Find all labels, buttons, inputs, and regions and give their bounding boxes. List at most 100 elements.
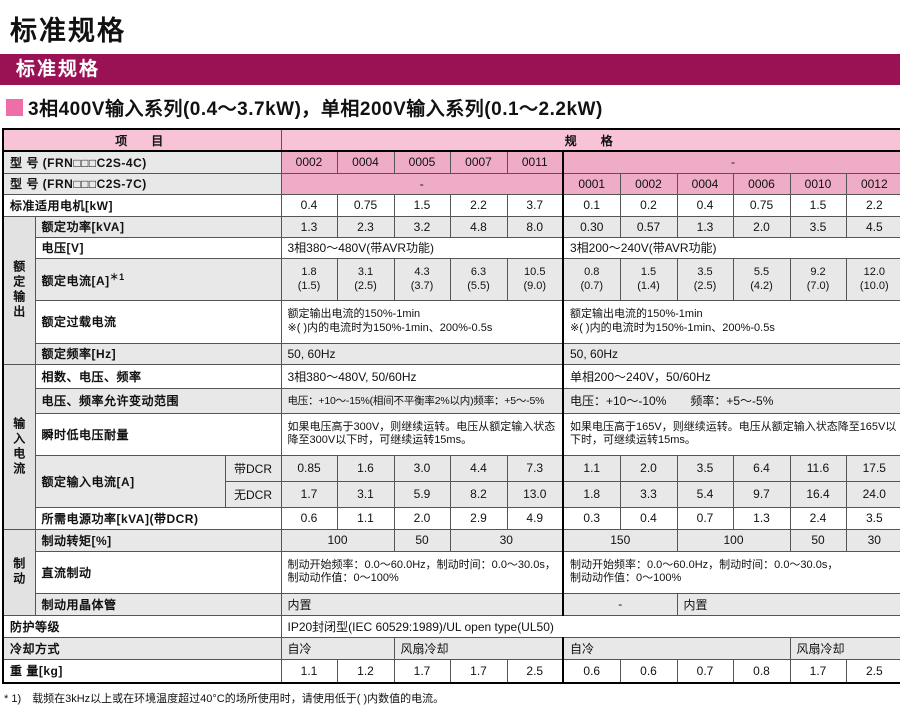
- input-current-value: 3.3: [619, 480, 678, 508]
- brake-torque-value: 30: [449, 528, 564, 552]
- undervoltage-left: 如果电压高于300V，则继续运转。电压从额定输入状态降至300V以下时，可继续运…: [280, 412, 564, 456]
- model-7c-label: 型 号 (FRN□□□C2S-7C): [2, 172, 282, 195]
- weight-value: 0.6: [562, 658, 621, 684]
- model-7c-value: 0010: [789, 172, 847, 195]
- input-current-value: 0.85: [280, 454, 338, 482]
- with-dcr-label: 带DCR: [224, 454, 282, 482]
- motor-value: 0.2: [619, 193, 678, 217]
- without-dcr-label: 无DCR: [224, 480, 282, 508]
- input-current-value: 8.2: [449, 480, 508, 508]
- power-supply-value: 0.3: [562, 506, 621, 530]
- group-label-rated-output: 额定输出: [2, 215, 36, 365]
- brake-transistor-right: 内置: [676, 592, 900, 616]
- brake-transistor-na: -: [562, 592, 678, 616]
- row-model-7c: 型 号 (FRN□□□C2S-7C) - 0001 0002 0004 0006…: [2, 172, 900, 195]
- brake-torque-value: 50: [393, 528, 451, 552]
- overload-right: 额定输出电流的150%-1min ※( )内的电流时为150%-1min、200%…: [561, 299, 900, 344]
- rated-power-value: 2.0: [732, 215, 791, 238]
- cooling-right-natural: 自冷: [562, 636, 791, 660]
- fluctuation-left: 电压：+10～-15%(相间不平衡率2%以内)频率：+5～-5%: [280, 387, 564, 414]
- row-weight: 重 量[kg] 1.1 1.2 1.7 1.7 2.5 0.6 0.6 0.7 …: [2, 658, 900, 684]
- weight-value: 1.7: [789, 658, 847, 684]
- col-header-spec: 规 格: [280, 128, 900, 152]
- motor-label: 标准适用电机[kW]: [2, 193, 282, 217]
- dc-brake-left: 制动开始频率：0.0～60.0Hz，制动时间：0.0～30.0s， 制动动作值：0…: [280, 550, 564, 594]
- row-overload: 额定过载电流 额定输出电流的150%-1min ※( )内的电流时为150%-1m…: [3, 299, 900, 344]
- row-brake-transistor: 制动用晶体管 内置 - 内置: [3, 592, 900, 616]
- row-rated-current: 额定电流[A]＊1 1.8 (1.5) 3.1 (2.5) 4.3 (3.7) 6.3…: [3, 257, 900, 301]
- power-supply-value: 4.9: [506, 506, 564, 530]
- input-current-value: 5.4: [676, 480, 734, 508]
- input-current-value: 17.5: [845, 454, 900, 482]
- rated-current-label: 额定电流[A]＊1: [34, 257, 282, 301]
- undervoltage-right: 如果电压高于165V，则继续运转。电压从额定输入状态降至165V以下时，可继续运…: [561, 412, 900, 456]
- motor-value: 2.2: [845, 193, 900, 217]
- input-current-value: 16.4: [789, 480, 847, 508]
- voltage-right: 3相200～240V(带AVR功能): [561, 236, 900, 259]
- row-input-current-dcr: 额定输入电流[A] 带DCR 0.85 1.6 3.0 4.4 7.3 1.1 …: [3, 454, 900, 508]
- brake-torque-value: 30: [845, 528, 900, 552]
- input-current-value: 1.8: [562, 480, 621, 508]
- footnote-marker: ＊1: [109, 271, 125, 282]
- input-current-value: 24.0: [845, 480, 900, 508]
- motor-value: 0.4: [280, 193, 338, 217]
- power-supply-value: 0.6: [280, 506, 338, 530]
- group-label-input: 输入电流: [2, 363, 36, 530]
- group-label-brake: 制动: [2, 528, 36, 616]
- input-current-value: 1.6: [336, 454, 395, 482]
- rated-current-cell: 9.2 (7.0): [789, 257, 847, 301]
- motor-value: 0.75: [732, 193, 791, 217]
- brake-torque-value: 100: [676, 528, 791, 552]
- rated-current-cell: 1.8 (1.5): [280, 257, 338, 301]
- row-protection: 防护等级 IP20封闭型(IEC 60529:1989)/UL open typ…: [2, 614, 900, 638]
- weight-value: 1.7: [393, 658, 451, 684]
- rated-current-cell: 1.5 (1.4): [619, 257, 678, 301]
- model-4c-value: 0004: [336, 150, 395, 174]
- rated-freq-label: 额定频率[Hz]: [34, 342, 282, 365]
- row-model-4c: 型 号 (FRN□□□C2S-4C) 0002 0004 0005 0007 0…: [2, 150, 900, 174]
- input-current-value: 1.7: [280, 480, 338, 508]
- phases-right: 单相200～240V，50/60Hz: [561, 363, 900, 389]
- input-current-value: 1.1: [562, 454, 621, 482]
- motor-value: 3.7: [506, 193, 564, 217]
- rated-power-value: 1.3: [676, 215, 734, 238]
- row-undervoltage: 瞬时低电压耐量 如果电压高于300V，则继续运转。电压从额定输入状态降至300V…: [3, 412, 900, 456]
- row-input-current-nodcr: 无DCR 1.7 3.1 5.9 8.2 13.0 1.8 3.3 5.4 9.…: [3, 480, 900, 508]
- input-current-value: 7.3: [506, 454, 564, 482]
- input-current-value: 4.4: [449, 454, 508, 482]
- brake-torque-value: 100: [280, 528, 395, 552]
- model-4c-value: 0005: [393, 150, 451, 174]
- series-heading: 3相400V输入系列(0.4～3.7kW)，单相200V输入系列(0.1～2.2…: [6, 94, 900, 121]
- cooling-label: 冷却方式: [2, 636, 282, 660]
- power-supply-value: 1.3: [732, 506, 791, 530]
- row-brake-torque: 制动 制动转矩[%] 100 50 30 150 100 50 30: [2, 528, 900, 616]
- input-current-value: 11.6: [789, 454, 847, 482]
- motor-value: 0.4: [676, 193, 734, 217]
- row-phases: 输入电流 相数、电压、频率 3相380～480V, 50/60Hz 单相200～…: [2, 363, 900, 530]
- cooling-left-natural: 自冷: [280, 636, 395, 660]
- power-supply-value: 2.9: [449, 506, 508, 530]
- motor-value: 1.5: [789, 193, 847, 217]
- rated-power-label: 额定功率[kVA]: [34, 215, 282, 238]
- input-current-value: 13.0: [506, 480, 564, 508]
- row-motor: 标准适用电机[kW] 0.4 0.75 1.5 2.2 3.7 0.1 0.2 …: [2, 193, 900, 217]
- rated-current-cell: 0.8 (0.7): [562, 257, 621, 301]
- brake-torque-value: 150: [562, 528, 678, 552]
- series-heading-text: 3相400V输入系列(0.4～3.7kW)，单相200V输入系列(0.1～2.2…: [28, 99, 603, 120]
- model-7c-value: 0004: [676, 172, 734, 195]
- rated-power-value: 8.0: [506, 215, 564, 238]
- power-supply-value: 3.5: [845, 506, 900, 530]
- dc-brake-right: 制动开始频率：0.0～60.0Hz，制动时间：0.0～30.0s， 制动动作值：0…: [561, 550, 900, 594]
- motor-value: 0.75: [336, 193, 395, 217]
- rated-power-value: 2.3: [336, 215, 395, 238]
- row-rated-power: 额定输出 额定功率[kVA] 1.3 2.3 3.2 4.8 8.0 0.30 …: [2, 215, 900, 365]
- motor-value: 1.5: [393, 193, 451, 217]
- spec-table: 项 目 规 格 型 号 (FRN□□□C2S-4C) 0002 0004 000…: [2, 128, 900, 684]
- rated-power-value: 4.5: [845, 215, 900, 238]
- voltage-left: 3相380～480V(带AVR功能): [280, 236, 564, 259]
- power-supply-value: 0.4: [619, 506, 678, 530]
- rated-current-cell: 10.5 (9.0): [506, 257, 564, 301]
- model-4c-label: 型 号 (FRN□□□C2S-4C): [2, 150, 282, 174]
- model-7c-value: 0006: [732, 172, 791, 195]
- rated-power-value: 4.8: [449, 215, 508, 238]
